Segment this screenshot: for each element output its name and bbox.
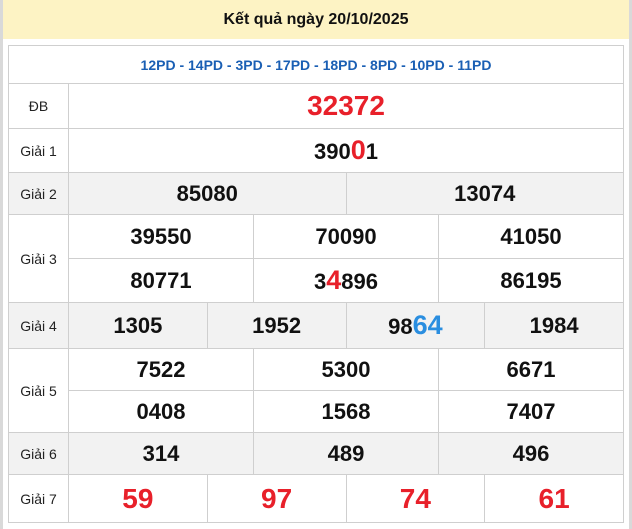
prize-g4: 1984 <box>484 302 624 349</box>
prize-g5: 6671 <box>438 348 624 391</box>
prize-g4: 1305 <box>68 302 208 349</box>
results-panel: Kết quả ngày 20/10/2025 12PD - 14PD - 3P… <box>3 0 629 529</box>
digits: 98 <box>388 314 413 339</box>
ticket-codes: 12PD - 14PD - 3PD - 17PD - 18PD - 8PD - … <box>8 45 624 84</box>
prize-g5: 7522 <box>68 348 254 391</box>
digits: 3 <box>314 269 327 294</box>
label-db: ĐB <box>8 83 69 129</box>
prize-g3: 70090 <box>253 214 439 259</box>
prize-g1: 39001 <box>68 128 624 173</box>
label-g7: Giải 7 <box>8 474 69 523</box>
prize-g7: 97 <box>206 474 347 523</box>
prize-db: 32372 <box>68 83 624 129</box>
prize-g3: 41050 <box>438 214 624 259</box>
prize-g5: 7407 <box>438 390 624 433</box>
prize-g4: 9864 <box>345 302 486 349</box>
prize-g6: 496 <box>438 432 624 475</box>
prize-g2: 85080 <box>68 172 347 215</box>
prize-g3: 34896 <box>253 258 439 303</box>
prize-g3: 86195 <box>438 258 624 303</box>
label-g6: Giải 6 <box>8 432 69 475</box>
prize-g6: 489 <box>253 432 439 475</box>
results-table: 12PD - 14PD - 3PD - 17PD - 18PD - 8PD - … <box>8 45 624 523</box>
prize-g5: 1568 <box>253 390 439 433</box>
label-g2: Giải 2 <box>8 172 69 215</box>
highlight-digit: 64 <box>412 310 443 340</box>
prize-g7: 61 <box>484 474 624 523</box>
highlight-digit: 0 <box>350 135 366 165</box>
prize-g2: 13074 <box>345 172 624 215</box>
prize-g7: 59 <box>68 474 208 523</box>
prize-g4: 1952 <box>206 302 347 349</box>
prize-g6: 314 <box>68 432 254 475</box>
label-g5: Giải 5 <box>8 348 69 433</box>
label-g3: Giải 3 <box>8 214 69 303</box>
prize-g7: 74 <box>345 474 486 523</box>
prize-g5: 5300 <box>253 348 439 391</box>
digits: 1 <box>365 139 378 164</box>
prize-g3: 80771 <box>68 258 254 303</box>
prize-g3: 39550 <box>68 214 254 259</box>
label-g1: Giải 1 <box>8 128 69 173</box>
page-title: Kết quả ngày 20/10/2025 <box>3 0 629 39</box>
highlight-digit: 4 <box>326 265 342 295</box>
digits: 896 <box>341 269 378 294</box>
digits: 390 <box>314 139 351 164</box>
prize-g5: 0408 <box>68 390 254 433</box>
label-g4: Giải 4 <box>8 302 69 349</box>
